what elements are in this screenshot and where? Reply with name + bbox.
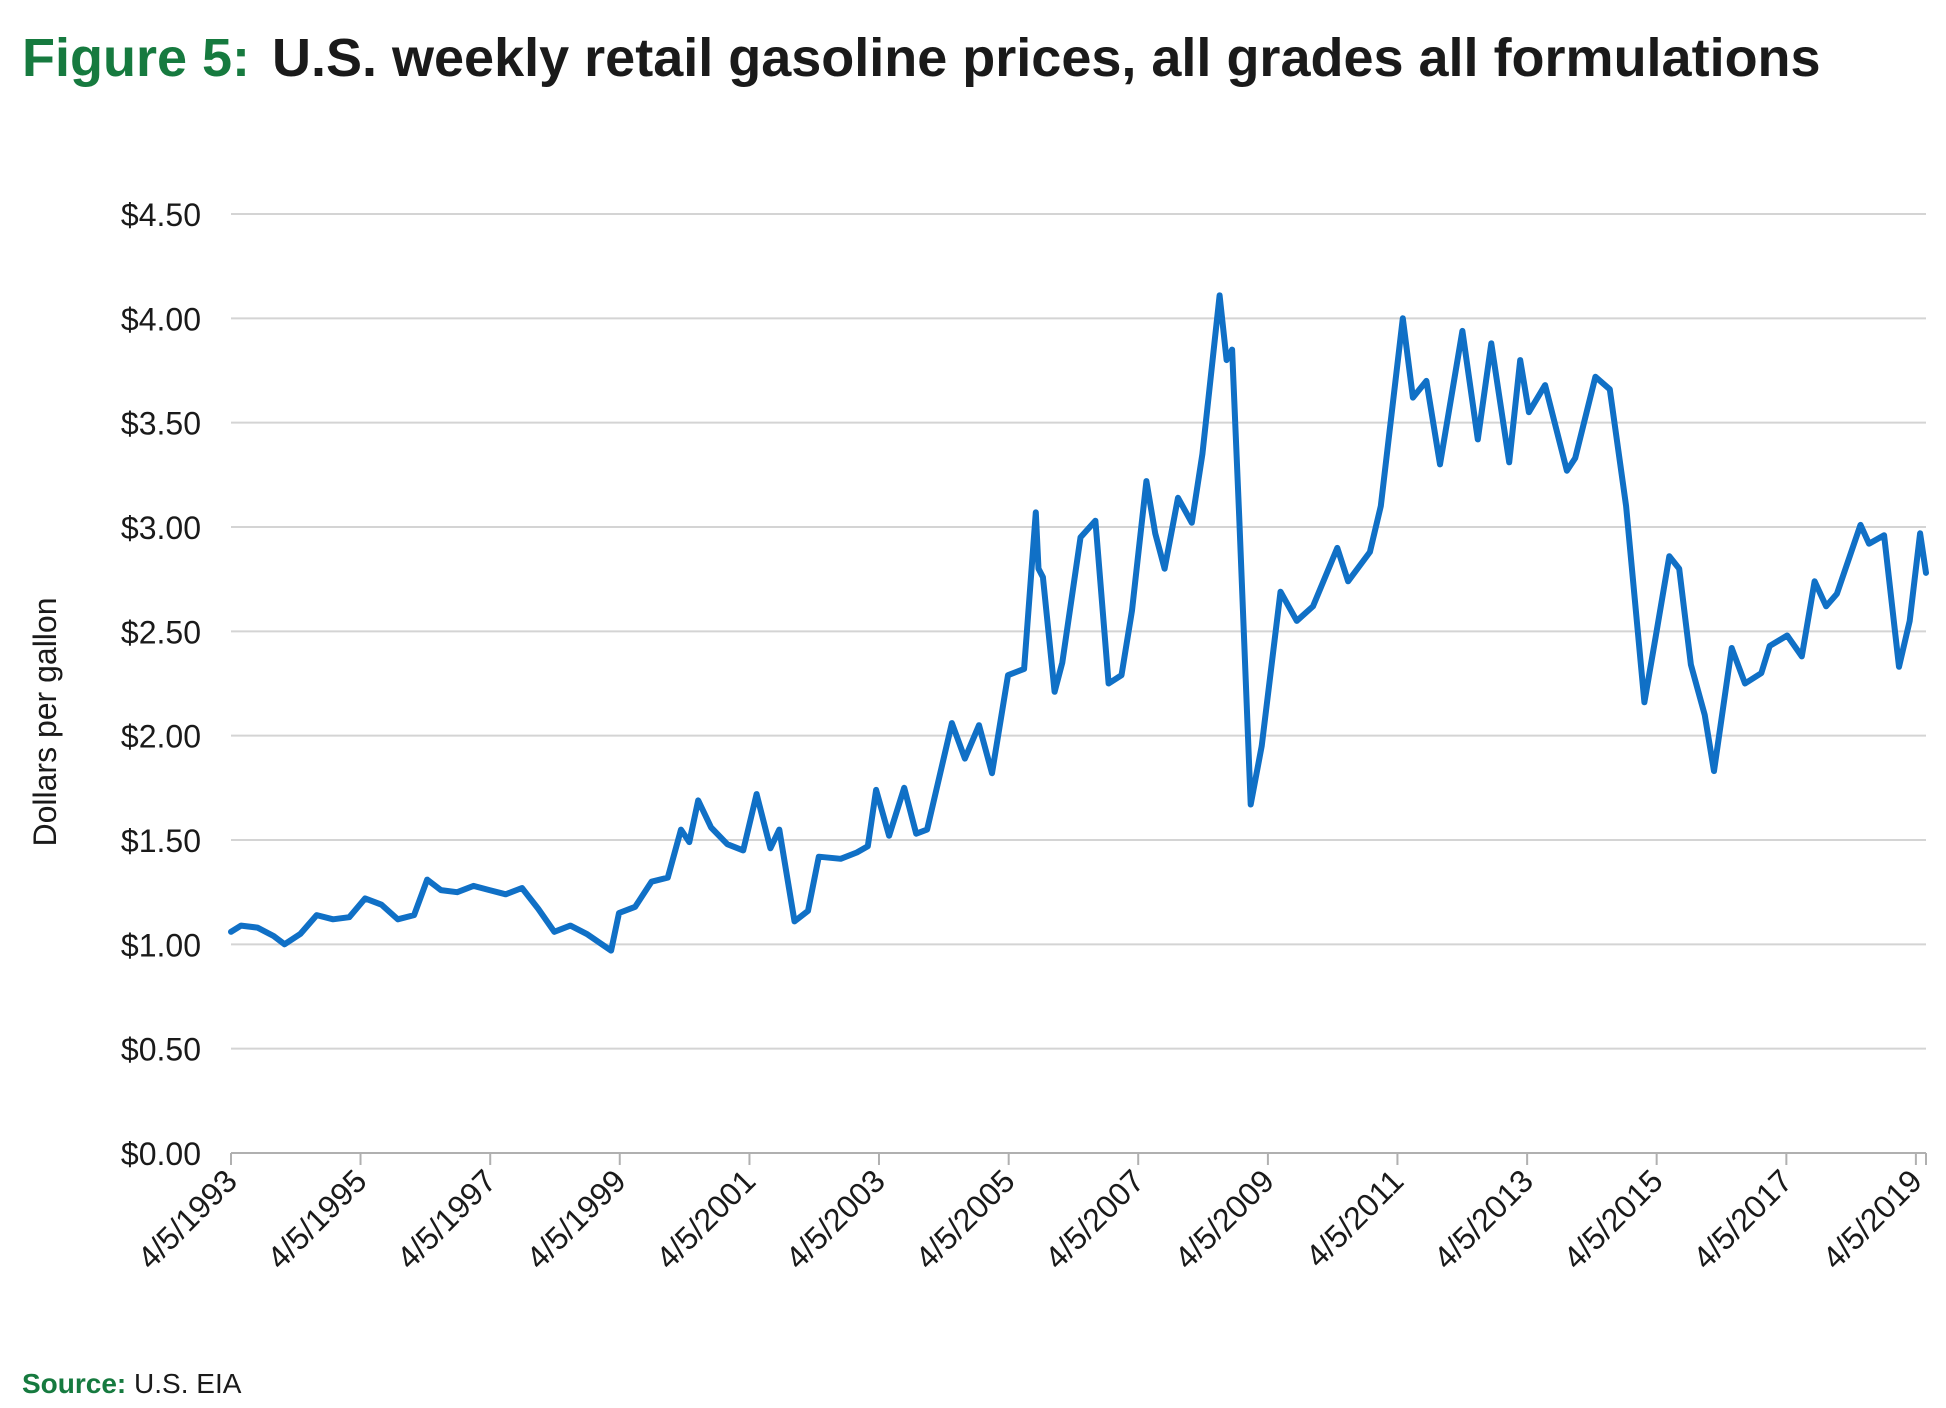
y-axis-tick-labels: $0.00 $0.50 $1.00 $1.50 $2.00 $2.50 $3.00 $3.50… <box>121 197 201 1172</box>
x-tick-label: 4/5/2019 <box>1815 1162 1929 1276</box>
y-tick-label: $0.00 <box>121 1136 201 1172</box>
y-tick-label: $0.50 <box>121 1032 201 1068</box>
y-tick-label: $4.50 <box>121 197 201 233</box>
x-tick-label: 4/5/2013 <box>1427 1162 1541 1276</box>
y-tick-label: $1.00 <box>121 927 201 963</box>
series-line <box>228 292 1929 954</box>
source-text: U.S. EIA <box>134 1368 242 1399</box>
x-tick-label: 4/5/2007 <box>1038 1162 1152 1276</box>
y-tick-label: $3.00 <box>121 510 201 546</box>
x-axis-tick-labels: 4/5/1993 4/5/1995 4/5/1997 4/5/1999 4/5/2001… <box>130 1162 1928 1276</box>
x-tick-label: 4/5/2005 <box>908 1162 1022 1276</box>
x-tick-label: 4/5/2017 <box>1686 1162 1800 1276</box>
y-tick-label: $1.50 <box>121 823 201 859</box>
y-tick-label: $4.00 <box>121 301 201 337</box>
x-tick-label: 4/5/2011 <box>1299 1162 1411 1274</box>
y-tick-label: $3.50 <box>121 406 201 442</box>
x-tick-label: 4/5/1999 <box>519 1162 633 1276</box>
x-tick-label: 4/5/2015 <box>1556 1162 1670 1276</box>
series-layer <box>228 292 1929 954</box>
x-tick-label: 4/5/2001 <box>649 1162 763 1276</box>
grid-lines <box>231 213 1926 1050</box>
source-note: Source: U.S. EIA <box>22 1368 241 1400</box>
source-label: Source: <box>22 1368 127 1399</box>
x-tick-label: 4/5/2003 <box>778 1162 892 1276</box>
figure-label: Figure 5: <box>22 28 251 88</box>
y-axis-label: Dollars per gallon <box>27 597 63 846</box>
x-tick-label: 4/5/1997 <box>390 1162 504 1276</box>
x-tick-label: 4/5/1993 <box>130 1162 244 1276</box>
x-axis <box>230 1152 1927 1165</box>
y-tick-label: $2.50 <box>121 614 201 650</box>
x-tick-label: 4/5/1995 <box>260 1162 374 1276</box>
chart-title: U.S. weekly retail gasoline prices, all … <box>272 28 1821 88</box>
y-tick-label: $2.00 <box>121 719 201 755</box>
x-tick-label: 4/5/2009 <box>1167 1162 1281 1276</box>
